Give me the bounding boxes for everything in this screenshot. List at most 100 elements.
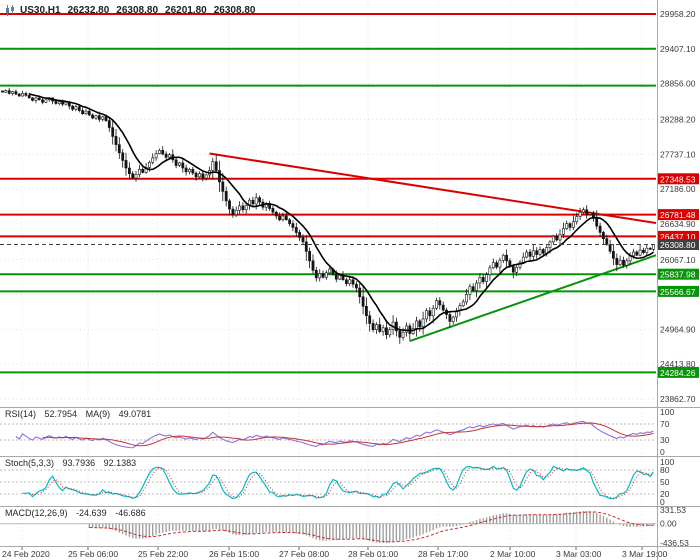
- macd-scale-label: 0.00: [660, 519, 677, 529]
- candle-body: [64, 102, 68, 105]
- candle-body: [164, 153, 168, 158]
- stoch-scale-label: 20: [660, 489, 670, 499]
- candle-body: [81, 110, 85, 115]
- candle-body: [405, 325, 408, 333]
- macd-signal-line: [89, 511, 654, 543]
- current-price-badge-text: 26308.80: [660, 240, 696, 250]
- candle-body: [541, 249, 545, 254]
- price-axis[interactable]: 29958.20 29407.10 28856.00 28288.20 27737.10…: [658, 9, 699, 548]
- candle-body: [588, 212, 592, 215]
- time-axis[interactable]: 24 Feb 2020 25 Feb 06:00 25 Feb 22:00 26 Fe…: [2, 547, 668, 559]
- time-axis-label: 27 Feb 08:00: [279, 549, 329, 559]
- main-chart-panel[interactable]: [0, 13, 657, 374]
- stoch-scale-label: 80: [660, 465, 670, 475]
- rsi-panel[interactable]: [0, 420, 656, 449]
- candle-body: [625, 260, 629, 266]
- rsi-ma-line: [42, 422, 654, 447]
- candle-body: [314, 269, 318, 279]
- resistance-level-badge-text: 27348.53: [660, 174, 696, 184]
- candle-body: [31, 97, 34, 101]
- candle-body: [221, 181, 225, 192]
- candle-body: [438, 300, 442, 306]
- candle-body: [254, 197, 258, 205]
- candle-body: [124, 160, 128, 169]
- support-level-badge-text: 24284.26: [660, 368, 696, 378]
- candle-body: [491, 262, 495, 269]
- price-axis-label: 23862.70: [660, 394, 696, 404]
- rsi-ma-name: MA(9): [85, 409, 111, 419]
- candle-body: [24, 93, 28, 96]
- candle-body: [54, 100, 58, 104]
- candle-body: [27, 95, 31, 99]
- candle-body: [184, 167, 188, 173]
- candle-body: [308, 251, 312, 262]
- candle-body: [525, 251, 529, 258]
- candle-body: [632, 251, 635, 257]
- candle-body: [622, 259, 625, 266]
- candle-body: [595, 218, 599, 227]
- candle-body: [605, 238, 609, 245]
- candle-body: [478, 276, 482, 284]
- candle-body: [84, 110, 88, 114]
- candle-body: [558, 234, 562, 241]
- time-axis-label: 3 Mar 19:00: [622, 549, 668, 559]
- candle-body: [198, 173, 201, 178]
- candle-body: [218, 170, 221, 183]
- candle-body: [461, 301, 465, 306]
- time-axis-label: 25 Feb 22:00: [138, 549, 188, 559]
- close-value: 26308.80: [213, 5, 256, 16]
- candle-body: [181, 162, 185, 169]
- candle-body: [7, 90, 11, 94]
- candle-body: [1, 90, 4, 93]
- price-axis-label: 29407.10: [660, 44, 696, 54]
- candle-body: [284, 215, 288, 221]
- candle-body: [431, 307, 435, 317]
- candle-body: [581, 209, 585, 213]
- candle-body: [34, 97, 38, 101]
- time-axis-label: 28 Feb 17:00: [418, 549, 468, 559]
- candle-body: [318, 273, 322, 279]
- candle-body: [44, 99, 48, 103]
- candle-body: [354, 283, 358, 289]
- candle-body: [495, 262, 499, 268]
- macd-panel[interactable]: [0, 511, 656, 543]
- candle-body: [97, 115, 101, 120]
- candle-body: [585, 209, 589, 215]
- rsi-name: RSI(14): [5, 409, 37, 419]
- high-value: 26308.80: [116, 5, 159, 16]
- candle-body: [521, 256, 525, 263]
- candle-body: [238, 205, 241, 211]
- candle-body: [144, 167, 148, 173]
- candle-body: [551, 235, 555, 243]
- candle-body: [515, 266, 519, 273]
- resistance-level-badge: [658, 173, 699, 185]
- candle-body: [348, 279, 352, 284]
- candle-body: [488, 267, 492, 275]
- candle-body: [104, 116, 108, 121]
- candle-body: [468, 286, 472, 295]
- open-value: 26232.80: [67, 5, 110, 16]
- candle-body: [401, 331, 405, 338]
- resistance-trendline: [209, 152, 657, 224]
- macd-value: -24.639: [76, 508, 107, 518]
- candle-body: [465, 293, 468, 303]
- candle-body: [258, 197, 262, 203]
- chart-header: US30,H1 26232.80 26308.80 26201.80 26308…: [5, 5, 255, 16]
- macd-name: MACD(12,26,9): [5, 508, 68, 518]
- candle-body: [214, 161, 218, 171]
- stoch-label: Stoch(5,3,3) 93.7936 92.1383: [5, 458, 136, 468]
- candle-body: [178, 162, 181, 166]
- price-axis-label: 26634.90: [660, 219, 696, 229]
- candle-body: [117, 144, 121, 154]
- candle-body: [201, 173, 205, 179]
- stochastic-panel[interactable]: [0, 465, 656, 500]
- candle-body: [498, 259, 502, 268]
- candle-body: [425, 310, 428, 320]
- candle-body: [281, 215, 285, 221]
- candlestick-icon: [6, 5, 14, 16]
- candle-body: [87, 110, 91, 116]
- candle-body: [151, 157, 155, 163]
- candle-body: [388, 329, 392, 336]
- current-price-badge: [658, 239, 699, 250]
